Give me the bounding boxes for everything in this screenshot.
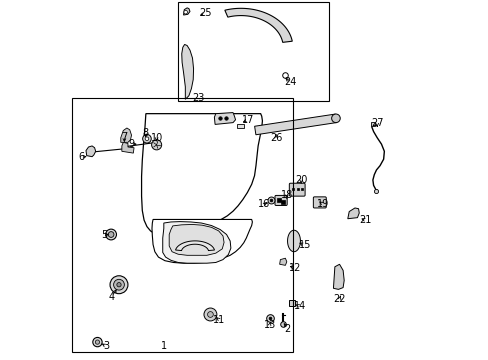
Text: 15: 15 <box>298 240 310 250</box>
Polygon shape <box>169 225 224 255</box>
Text: 7: 7 <box>121 132 127 142</box>
Text: 24: 24 <box>284 77 296 87</box>
Text: 2: 2 <box>284 324 290 334</box>
Circle shape <box>95 340 100 344</box>
Text: 5: 5 <box>101 230 107 239</box>
Polygon shape <box>183 8 190 15</box>
Circle shape <box>331 114 340 123</box>
Circle shape <box>110 276 128 294</box>
Text: 3: 3 <box>103 341 109 351</box>
Polygon shape <box>163 222 230 263</box>
Text: 27: 27 <box>370 118 383 128</box>
Circle shape <box>105 229 116 240</box>
Polygon shape <box>122 142 134 153</box>
Text: 9: 9 <box>128 139 134 149</box>
Circle shape <box>117 283 121 287</box>
Polygon shape <box>333 264 344 289</box>
Polygon shape <box>175 241 214 251</box>
Circle shape <box>108 231 114 237</box>
Text: 25: 25 <box>199 8 211 18</box>
Bar <box>72 98 292 352</box>
Text: 13: 13 <box>263 320 275 330</box>
Text: 26: 26 <box>269 133 282 143</box>
Text: 10: 10 <box>150 133 163 143</box>
Circle shape <box>207 312 213 318</box>
Circle shape <box>151 140 162 150</box>
Polygon shape <box>86 146 96 157</box>
Text: 6: 6 <box>79 152 84 162</box>
Text: 22: 22 <box>333 294 345 304</box>
Polygon shape <box>152 220 252 263</box>
Polygon shape <box>214 113 235 125</box>
Text: 8: 8 <box>142 129 149 138</box>
Text: 16: 16 <box>258 199 270 210</box>
Circle shape <box>145 137 148 140</box>
Polygon shape <box>121 128 131 142</box>
Text: 18: 18 <box>280 190 292 200</box>
Text: 1: 1 <box>161 341 166 351</box>
Text: 23: 23 <box>192 93 204 103</box>
Polygon shape <box>287 230 300 252</box>
Polygon shape <box>347 208 359 219</box>
FancyBboxPatch shape <box>289 183 305 196</box>
FancyBboxPatch shape <box>274 195 286 206</box>
Circle shape <box>113 279 124 290</box>
Polygon shape <box>224 8 292 42</box>
Text: 4: 4 <box>108 292 115 302</box>
FancyBboxPatch shape <box>313 197 325 208</box>
Text: 21: 21 <box>359 215 371 225</box>
Circle shape <box>203 308 217 321</box>
Polygon shape <box>142 114 262 234</box>
Text: 11: 11 <box>213 315 225 325</box>
Circle shape <box>93 337 102 347</box>
Text: 17: 17 <box>242 115 254 125</box>
Polygon shape <box>254 114 336 135</box>
Text: 12: 12 <box>288 263 300 273</box>
Text: 20: 20 <box>294 175 307 185</box>
Polygon shape <box>236 124 244 129</box>
Polygon shape <box>182 44 193 99</box>
Text: 14: 14 <box>293 301 305 311</box>
Circle shape <box>183 10 187 14</box>
Bar <box>178 3 328 101</box>
Polygon shape <box>279 258 286 265</box>
Text: 19: 19 <box>317 199 329 210</box>
Circle shape <box>142 134 151 143</box>
